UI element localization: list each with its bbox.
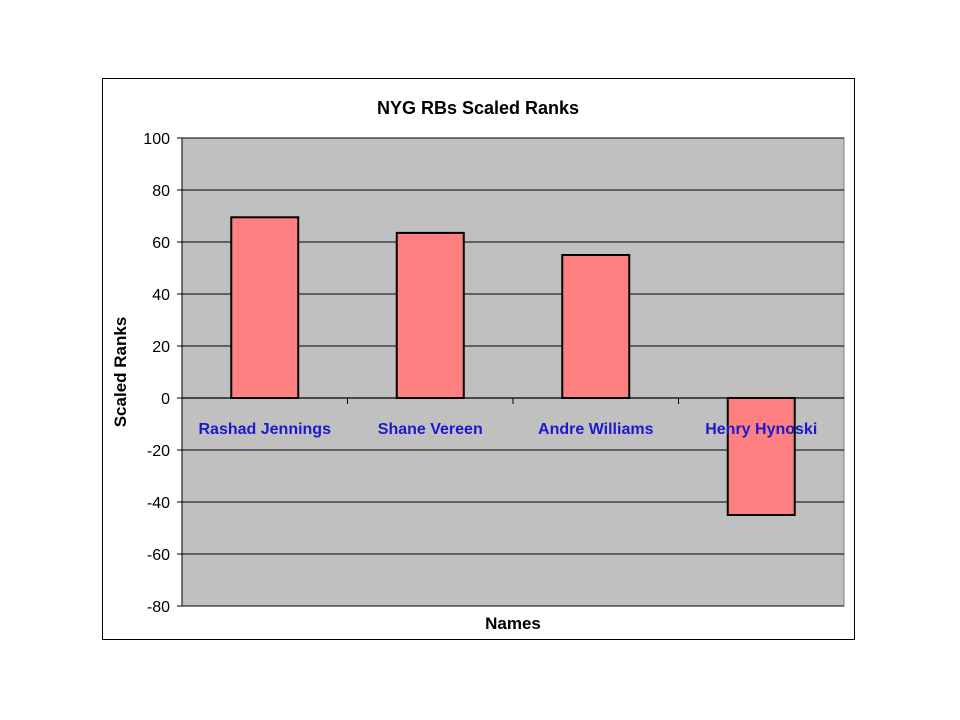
y-tick-label: 0 (161, 391, 170, 408)
y-tick-label: -40 (147, 495, 170, 512)
bar (561, 254, 631, 399)
y-axis-title: Scaled Ranks (111, 317, 130, 428)
category-label: Henry Hynoski (705, 421, 817, 438)
y-tick-label: 40 (152, 287, 170, 304)
category-label: Shane Vereen (378, 421, 483, 438)
bar (230, 216, 300, 399)
y-tick-label: 100 (143, 131, 170, 148)
category-label: Andre Williams (538, 421, 654, 438)
y-tick-label: 60 (152, 235, 170, 252)
bar (726, 397, 796, 516)
bar (395, 231, 465, 399)
chart-title: NYG RBs Scaled Ranks (377, 98, 579, 118)
plot-layer: 100 80 60 40 20 0 -20 -40 -60 -80 Rashad Jennings S… (143, 131, 845, 616)
x-axis-title: Names (485, 614, 541, 633)
y-tick-label: -80 (147, 599, 170, 616)
y-tick-label: 20 (152, 339, 170, 356)
category-label: Rashad Jennings (199, 421, 332, 438)
y-tick-label: 80 (152, 183, 170, 200)
y-tick-label: -20 (147, 443, 170, 460)
y-tick-label: -60 (147, 547, 170, 564)
